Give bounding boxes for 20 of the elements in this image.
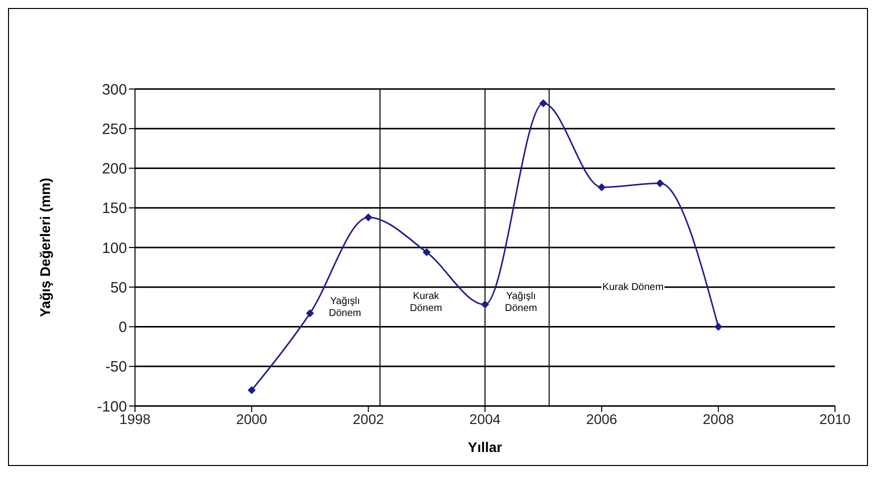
annotation: Yağışlı Dönem: [498, 291, 544, 315]
annotation: Kurak Dönem: [403, 291, 449, 315]
y-tick-label: -50: [105, 358, 127, 376]
x-tick-label: 2004: [469, 410, 501, 427]
x-tick-label: 2002: [352, 410, 384, 427]
x-tick-label: 2008: [702, 410, 734, 427]
y-tick-label: 300: [102, 81, 127, 98]
y-tick-label: 200: [102, 160, 127, 178]
x-tick-label: 2010: [819, 410, 851, 427]
x-axis-title: Yıllar: [468, 439, 503, 455]
y-axis-title: Yağış Değerleri (mm): [36, 178, 53, 318]
x-tick-label: 2006: [586, 410, 618, 427]
y-tick-label: 150: [102, 200, 127, 218]
annotation: Yağışlı Dönem: [322, 296, 368, 320]
y-tick-label: 0: [118, 319, 127, 336]
y-tick-label: 50: [110, 279, 127, 296]
y-tick-label: 250: [102, 120, 127, 138]
y-tick-label: 100: [102, 240, 127, 257]
annotation: Kurak Dönem: [601, 282, 665, 294]
x-tick-label: 2000: [236, 410, 268, 427]
